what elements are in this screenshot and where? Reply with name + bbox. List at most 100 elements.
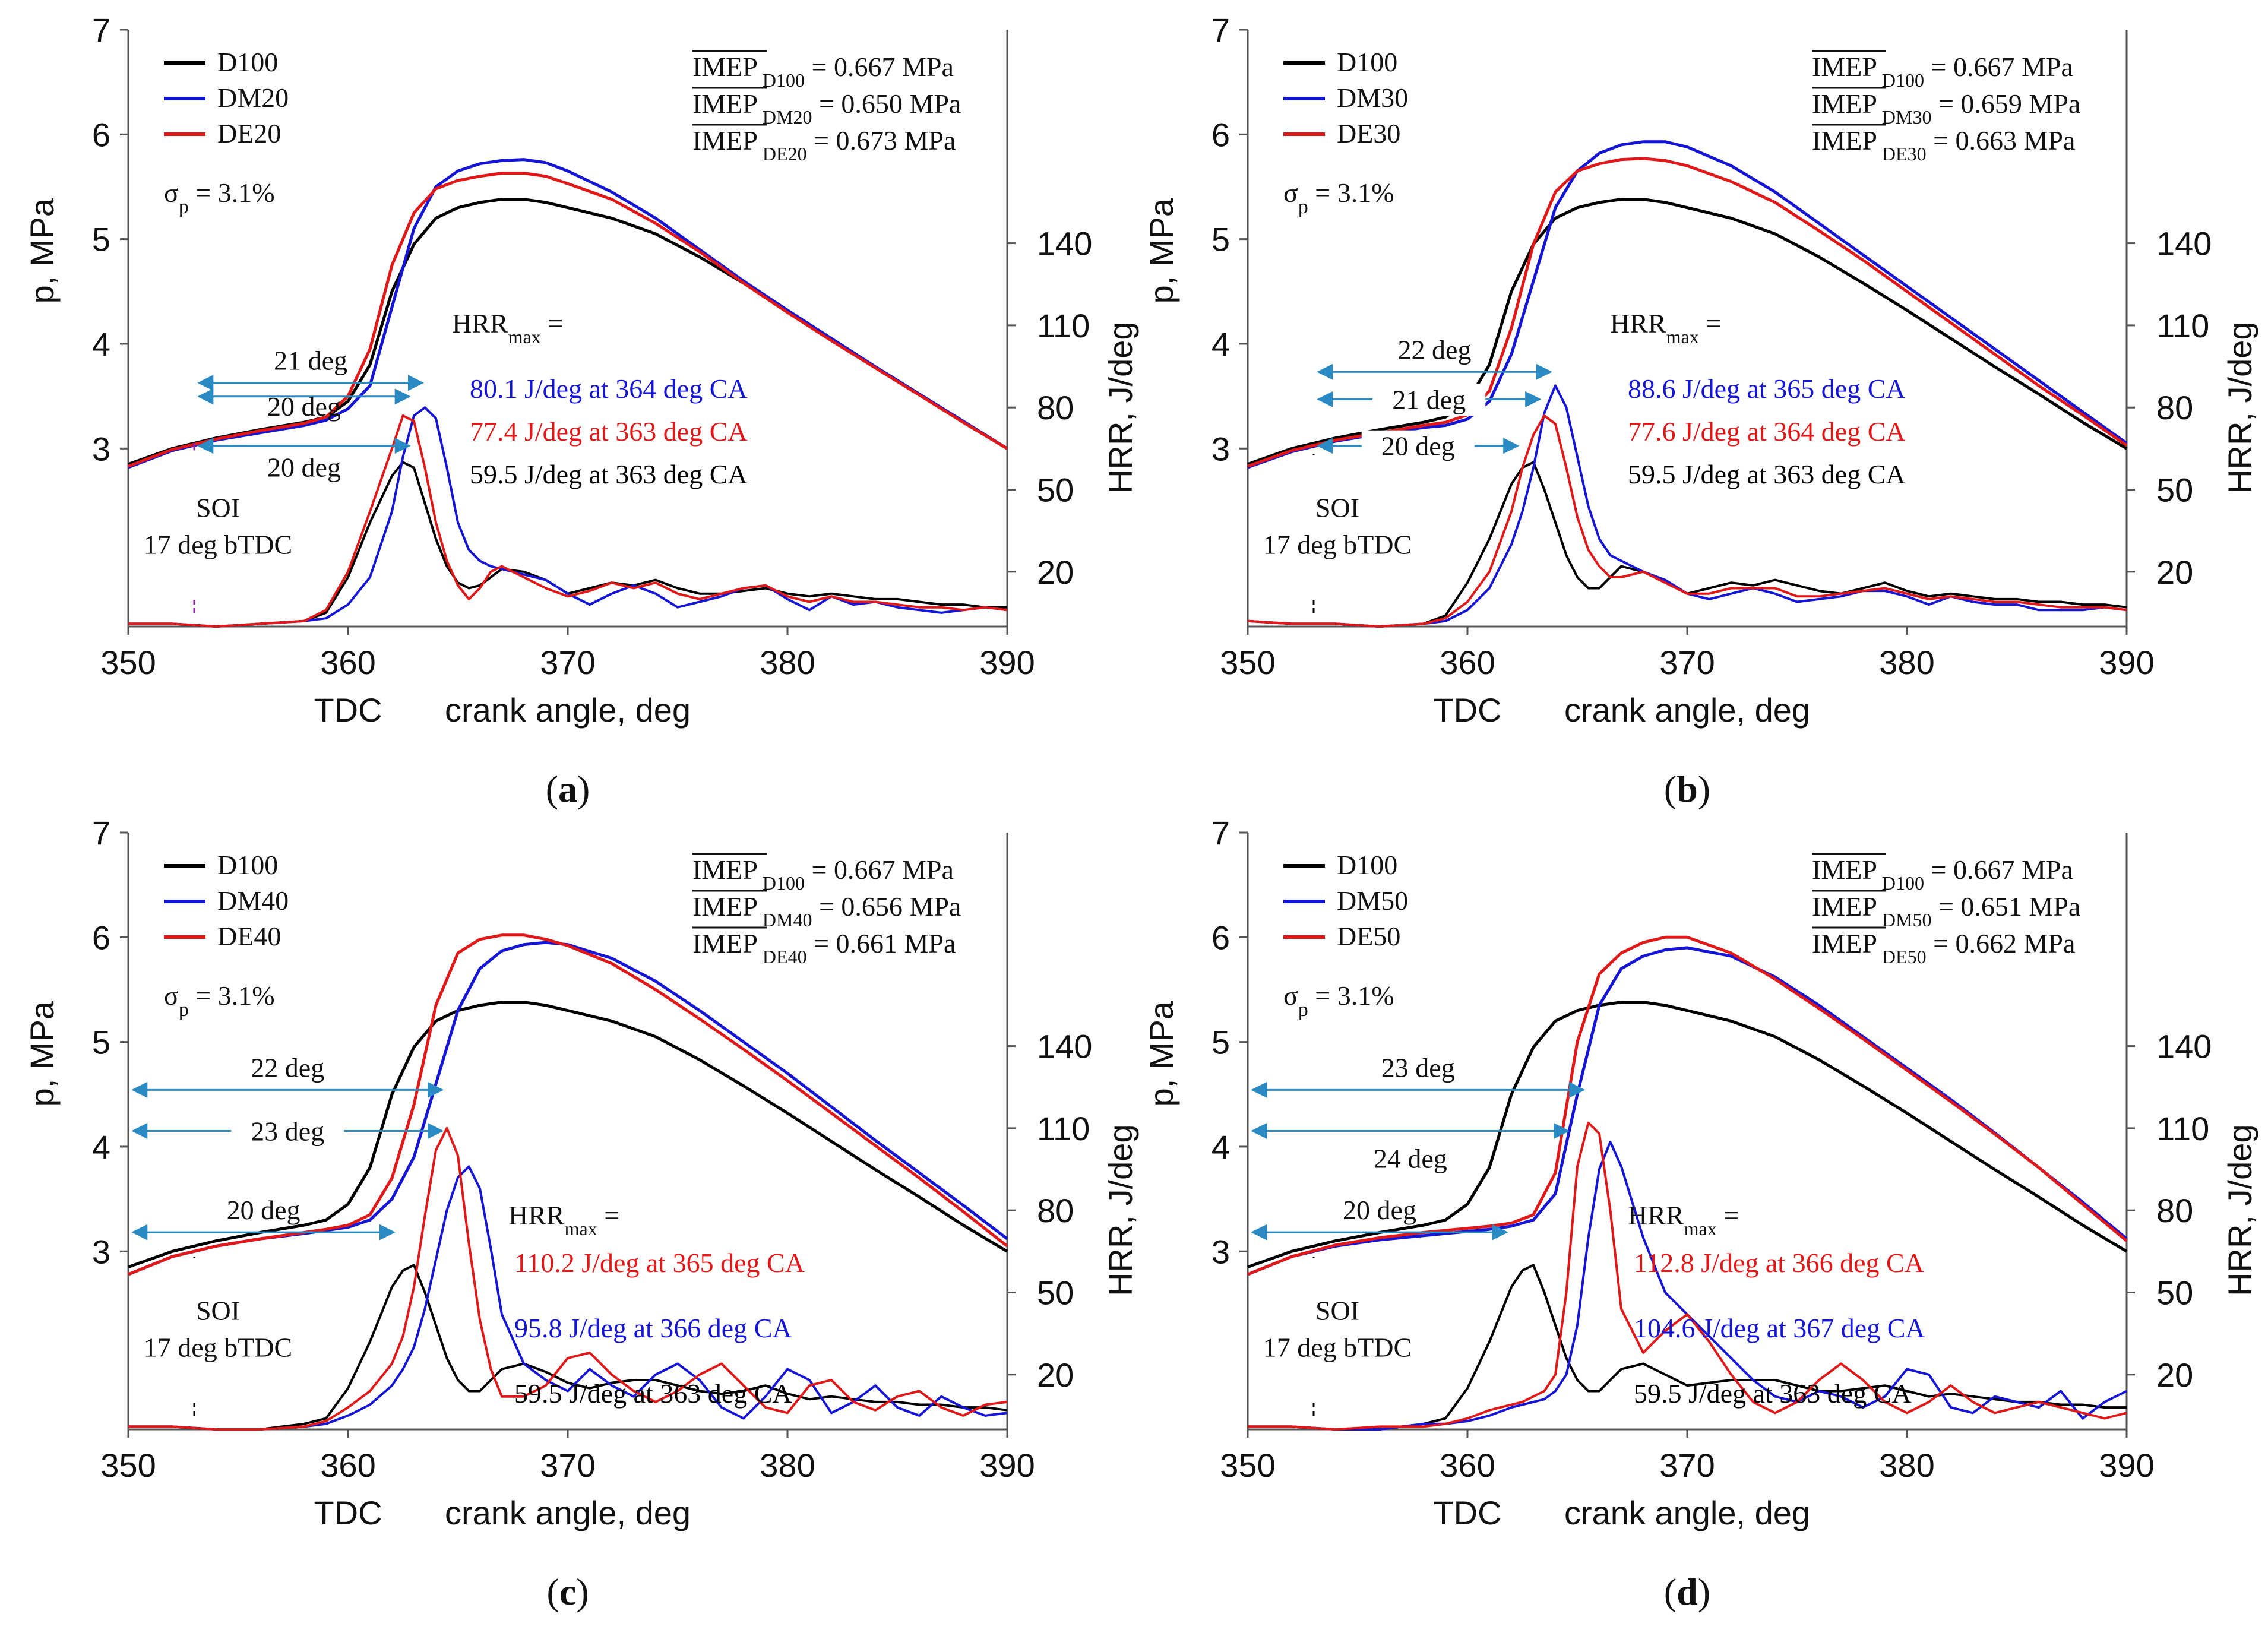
sigma-p-label: σp = 3.1% (1283, 178, 1394, 218)
pressure-line-DM30 (1247, 140, 2128, 469)
ignition-delay-label-2: 20 deg (1381, 431, 1455, 461)
hrr-line-DE30 (1247, 414, 2127, 628)
x-tick-label: 350 (1220, 644, 1275, 681)
y-left-tick-label: 7 (92, 814, 110, 852)
imep-DM50: IMEP DM50 = 0.651 MPa (1812, 891, 2080, 931)
hrr-line-DM50 (1248, 1140, 2127, 1431)
y-right-tick-label: 50 (1037, 1274, 1074, 1311)
imep-DM30: IMEP DM30 = 0.659 MPa (1812, 88, 2080, 128)
hrr-max-label: HRRmax = (1610, 308, 1721, 347)
ignition-delay-label-2: 20 deg (227, 1195, 300, 1225)
ignition-delay-label-1: 20 deg (267, 391, 341, 422)
hrr-line-DM30 (1247, 384, 2127, 628)
x-axis-label: crank angle, deg (1564, 691, 1810, 729)
hrr-line-DE40 (128, 1126, 1008, 1431)
hrr-max-label: HRRmax = (1628, 1200, 1739, 1239)
chart-panel-d: 3 4 5 6 7 20 50 80 110 140 350 360 370 380 390 p, MPa HR… (1143, 814, 2258, 1613)
hrr-max-value-2: 59.5 J/deg at 363 deg CA (514, 1378, 792, 1409)
ignition-delay-label-0: 22 deg (1398, 334, 1472, 365)
y-right-tick-label: 110 (1037, 307, 1090, 344)
legend-label-D100: D100 (217, 47, 278, 77)
y-right-tick-label: 20 (2156, 553, 2193, 591)
legend-label-DM50: DM50 (1337, 885, 1408, 916)
y-left-tick-label: 3 (1212, 430, 1230, 467)
tdc-label: TDC (314, 1494, 382, 1531)
legend-label-D100: D100 (1337, 47, 1397, 77)
ignition-delay-label-bg (231, 1115, 344, 1148)
chart-panel-c: 3 4 5 6 7 20 50 80 110 140 350 360 370 380 390 p, MPa HR… (23, 814, 1139, 1613)
ignition-delay-label-0: 21 deg (274, 346, 347, 376)
y-left-axis-label: p, MPa (23, 198, 61, 303)
soi-label: SOI (196, 1296, 240, 1326)
y-left-tick-label: 3 (92, 430, 110, 467)
soi-timing-label: 17 deg bTDC (144, 530, 292, 560)
ignition-delay-label-0: 23 deg (1381, 1052, 1455, 1083)
x-tick-label: 380 (760, 644, 815, 681)
hrr-line-DE20 (128, 414, 1008, 628)
hrr-max-value-0: 80.1 J/deg at 364 deg CA (470, 374, 748, 404)
legend-label-D100: D100 (217, 850, 278, 880)
y-right-axis-label: HRR, J/deg (1102, 321, 1139, 493)
y-right-tick-label: 80 (1037, 1192, 1074, 1229)
y-left-tick-label: 7 (1212, 814, 1230, 852)
x-tick-label: 350 (100, 1447, 156, 1484)
y-right-tick-label: 20 (2156, 1356, 2193, 1394)
ignition-delay-label-1: 21 deg (1392, 384, 1466, 414)
soi-timing-label: 17 deg bTDC (144, 1333, 292, 1363)
legend-label-DM40: DM40 (217, 885, 289, 916)
y-right-tick-label: 140 (2156, 225, 2212, 262)
x-axis-label: crank angle, deg (445, 691, 691, 729)
panel-caption: (d) (1664, 1571, 1710, 1613)
legend-label-DE30: DE30 (1337, 118, 1400, 148)
panel-caption: (b) (1664, 768, 1710, 810)
legend-label-DE40: DE40 (217, 921, 281, 951)
sigma-p-label: σp = 3.1% (164, 178, 275, 218)
pressure-line-DM20 (128, 158, 1008, 469)
y-left-axis-label: p, MPa (1143, 1001, 1180, 1106)
y-right-tick-label: 50 (1037, 471, 1074, 508)
ignition-delay-label-1: 23 deg (251, 1116, 324, 1147)
sigma-p-label: σp = 3.1% (164, 980, 275, 1021)
y-right-tick-label: 140 (1037, 225, 1092, 262)
legend-label-DM30: DM30 (1337, 83, 1408, 113)
y-right-tick-label: 140 (2156, 1028, 2212, 1065)
imep-DM40: IMEP DM40 = 0.656 MPa (692, 891, 961, 931)
imep-DE50: IMEP DE50 = 0.662 MPa (1812, 928, 2075, 967)
y-left-tick-label: 5 (92, 221, 110, 258)
ignition-delay-label-bg (1372, 384, 1486, 416)
y-left-tick-label: 6 (1212, 116, 1230, 153)
x-tick-label: 380 (1879, 1447, 1934, 1484)
x-tick-label: 360 (1440, 1447, 1495, 1484)
hrr-max-label: HRRmax = (452, 308, 563, 347)
y-left-tick-label: 4 (1212, 1128, 1230, 1166)
x-tick-label: 360 (1440, 644, 1495, 681)
hrr-max-label: HRRmax = (508, 1200, 619, 1239)
y-right-tick-label: 80 (2156, 389, 2193, 426)
x-tick-label: 350 (1220, 1447, 1275, 1484)
pressure-line-DE20 (128, 172, 1008, 468)
y-left-tick-label: 7 (1212, 11, 1230, 49)
y-right-axis-label: HRR, J/deg (2221, 321, 2258, 493)
hrr-max-value-1: 104.6 J/deg at 367 deg CA (1634, 1313, 1925, 1343)
y-right-tick-label: 140 (1037, 1028, 1092, 1065)
y-right-tick-label: 110 (2156, 307, 2209, 344)
hrr-max-value-0: 110.2 J/deg at 365 deg CA (514, 1248, 805, 1278)
y-right-tick-label: 50 (2156, 471, 2193, 508)
hrr-max-value-0: 112.8 J/deg at 366 deg CA (1634, 1248, 1924, 1278)
y-right-axis-label: HRR, J/deg (1102, 1124, 1139, 1296)
legend-label-D100: D100 (1337, 850, 1397, 880)
imep-D100: IMEP D100 = 0.667 MPa (692, 855, 954, 894)
ignition-delay-label-0: 22 deg (251, 1052, 324, 1083)
imep-DE30: IMEP DE30 = 0.663 MPa (1812, 125, 2075, 164)
panel-caption: (a) (546, 768, 590, 810)
y-left-tick-label: 3 (92, 1233, 110, 1270)
x-tick-label: 370 (540, 1447, 595, 1484)
pressure-line-D100 (1247, 198, 2128, 466)
hrr-max-value-2: 59.5 J/deg at 363 deg CA (1628, 459, 1906, 489)
y-right-tick-label: 20 (1037, 553, 1074, 591)
y-left-tick-label: 3 (1212, 1233, 1230, 1270)
imep-D100: IMEP D100 = 0.667 MPa (1812, 52, 2073, 91)
y-left-tick-label: 6 (92, 919, 110, 956)
y-left-tick-label: 6 (1212, 919, 1230, 956)
